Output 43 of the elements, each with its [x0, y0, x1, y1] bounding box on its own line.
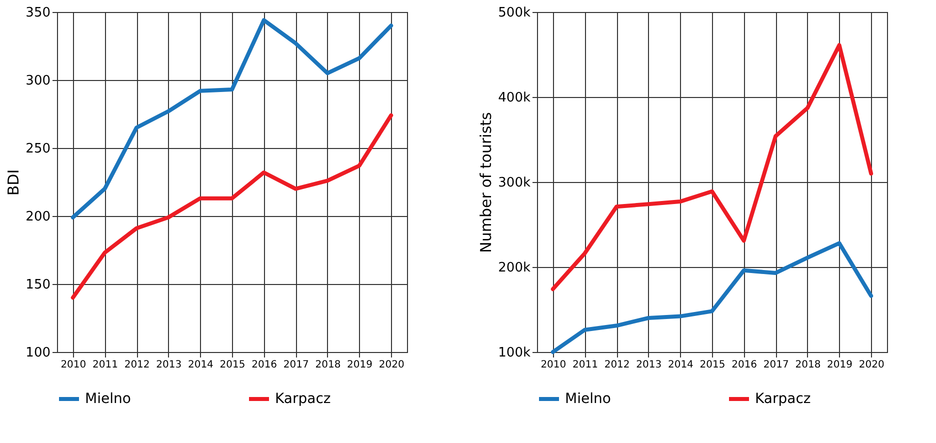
y-tick-label: 200	[26, 210, 50, 224]
y-axis-title: Number of tourists	[477, 112, 496, 253]
x-tick-label: 2015	[700, 360, 726, 370]
y-tick-label: 400k	[498, 90, 531, 106]
x-tick-label: 2011	[572, 360, 598, 370]
x-tick-label: 2017	[283, 360, 309, 370]
x-tick-label: 2017	[763, 360, 789, 370]
y-axis-title: BDI	[4, 169, 23, 196]
x-tick-label: 2010	[60, 360, 86, 370]
y-tick-label: 300	[26, 74, 50, 88]
x-tick-label: 2019	[347, 360, 372, 370]
y-tick-label: 250	[26, 142, 50, 156]
x-tick-label: 2015	[220, 360, 246, 370]
line-series	[70, 113, 394, 300]
x-tick-label: 2014	[668, 360, 694, 370]
x-tick-label: 2020	[858, 360, 884, 370]
y-tick-label: 100	[26, 346, 50, 360]
x-tick-label: 2014	[188, 360, 214, 370]
y-tick-label: 100k	[498, 346, 531, 360]
x-tick-label: 2018	[795, 360, 821, 370]
x-tick-label: 2010	[540, 360, 566, 370]
x-tick-label: 2013	[156, 360, 182, 370]
x-tick-label: 2012	[604, 360, 630, 370]
x-tick-label: 2016	[732, 360, 758, 370]
x-tick-label: 2012	[124, 360, 150, 370]
legend-label: Karpacz	[755, 391, 811, 407]
x-tick-label: 2016	[252, 360, 278, 370]
x-tick-label: 2019	[827, 360, 852, 370]
legend-label: Mielno	[85, 391, 131, 407]
y-tick-label: 500k	[498, 6, 531, 20]
line-series	[550, 241, 874, 354]
legend-label: Karpacz	[275, 391, 331, 407]
y-tick-label: 300k	[498, 176, 531, 190]
line-series	[550, 43, 874, 292]
x-tick-label: 2013	[636, 360, 662, 370]
y-tick-label: 350	[26, 6, 50, 20]
y-tick-label: 150	[26, 278, 50, 292]
x-tick-label: 2020	[378, 360, 404, 370]
x-tick-label: 2011	[92, 360, 118, 370]
y-tick-label: 200k	[498, 260, 531, 276]
line-series	[70, 18, 394, 220]
x-tick-label: 2018	[315, 360, 341, 370]
legend-label: Mielno	[565, 391, 611, 407]
